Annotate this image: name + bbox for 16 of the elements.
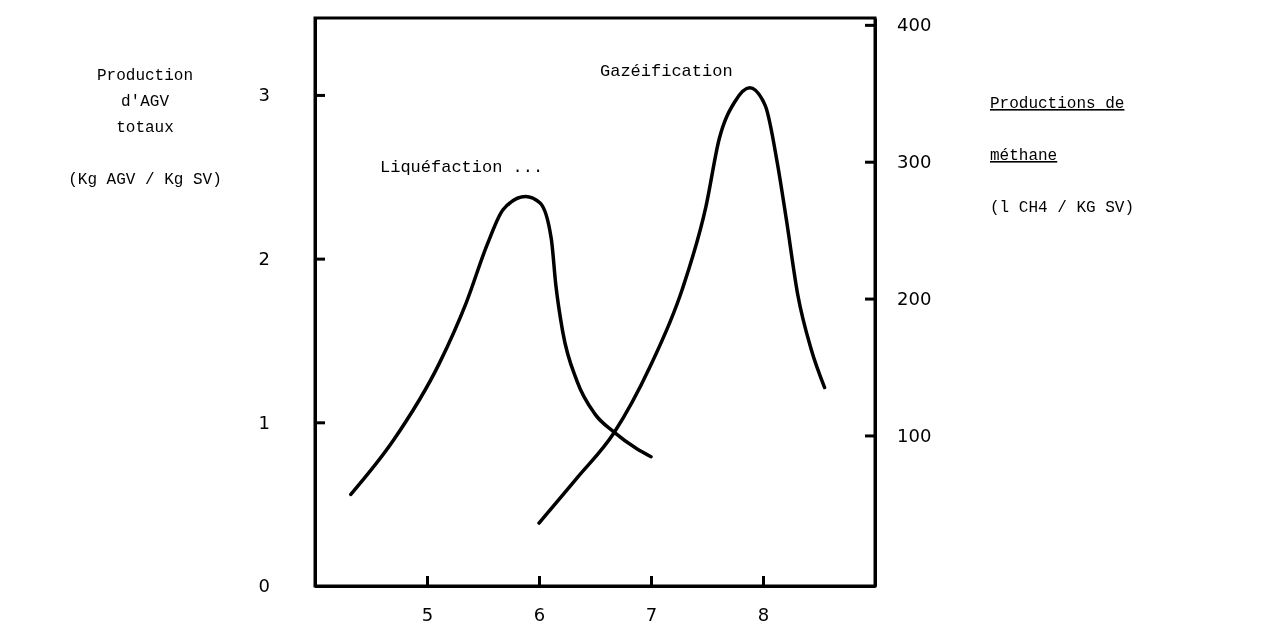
y-tick-label: 1 (258, 411, 270, 433)
x-tick-label: 6 (533, 603, 546, 625)
text: Productions de méthane (l CH4 / KG SV) (990, 95, 1135, 217)
y2-tick-label: 300 (897, 150, 932, 172)
y2-tick-label: 400 (897, 14, 932, 36)
x-tick-label: 7 (645, 603, 658, 625)
series-label: Gazéification (600, 62, 733, 81)
text: Production d'AGV totaux (Kg AGV / Kg SV) (68, 67, 222, 189)
series-label: Liquéfaction ... (380, 158, 544, 177)
y-tick-label: 3 (258, 84, 270, 106)
x-tick-label: 5 (421, 603, 434, 625)
x-tick-label: 8 (757, 603, 770, 625)
y2-tick-label: 200 (897, 287, 932, 309)
y-tick-label: 0 (258, 575, 270, 597)
y-tick-label: 2 (258, 247, 270, 269)
y2-tick-label: 100 (897, 424, 932, 446)
